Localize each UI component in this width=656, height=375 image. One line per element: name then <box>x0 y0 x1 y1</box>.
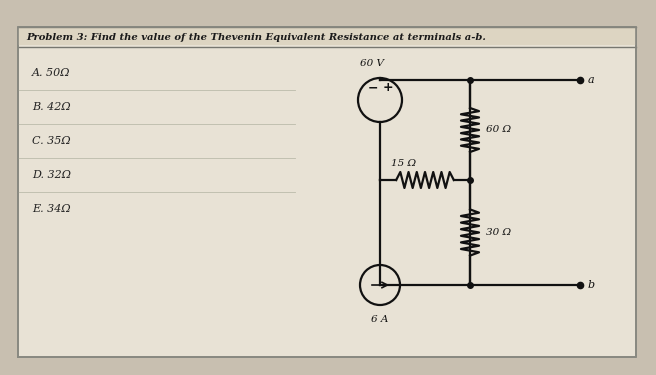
Text: A. 50Ω: A. 50Ω <box>32 68 70 78</box>
Text: D. 32Ω: D. 32Ω <box>32 170 71 180</box>
Text: 60 V: 60 V <box>360 59 384 68</box>
Text: C. 35Ω: C. 35Ω <box>32 136 71 146</box>
Text: Problem 3: Find the value of the Thevenin Equivalent Resistance at terminals a-b: Problem 3: Find the value of the Theveni… <box>26 33 486 42</box>
Text: B. 42Ω: B. 42Ω <box>32 102 71 112</box>
Text: 15 Ω: 15 Ω <box>391 159 417 168</box>
Text: a: a <box>588 75 594 85</box>
Text: 6 A: 6 A <box>371 315 389 324</box>
FancyBboxPatch shape <box>18 27 636 45</box>
Text: −: − <box>368 81 379 94</box>
FancyBboxPatch shape <box>18 27 636 357</box>
Text: 60 Ω: 60 Ω <box>486 126 511 135</box>
Text: +: + <box>382 81 393 94</box>
Text: E. 34Ω: E. 34Ω <box>32 204 71 214</box>
Text: b: b <box>588 280 595 290</box>
Text: 30 Ω: 30 Ω <box>486 228 511 237</box>
